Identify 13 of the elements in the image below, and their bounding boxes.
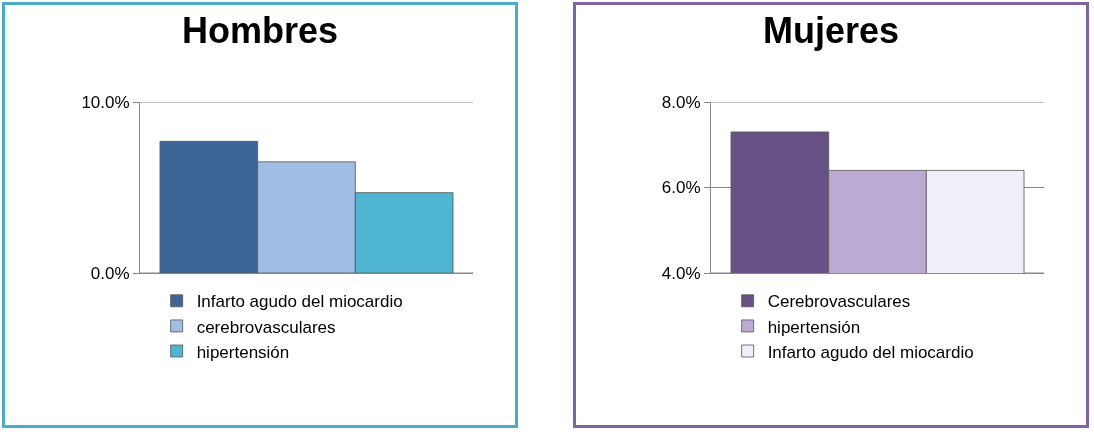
legend-label: hipertensión: [767, 317, 861, 337]
y-tick-label: 10.0%: [81, 92, 130, 112]
legend-label: cerebrovasculares: [196, 317, 336, 337]
chart-title: Mujeres: [762, 9, 900, 51]
chart-title: Hombres: [181, 9, 339, 51]
y-tick-label: 6.0%: [661, 178, 701, 198]
legend-label: hipertensión: [196, 342, 290, 362]
legend-label: Infarto agudo del miocardio: [196, 292, 403, 312]
y-tick-label: 0.0%: [90, 263, 130, 283]
y-tick-label: 4.0%: [661, 263, 701, 283]
y-tick-label: 8.0%: [661, 92, 701, 112]
legend-label: Cerebrovasculares: [767, 292, 911, 312]
legend-label: Infarto agudo del miocardio: [767, 342, 974, 362]
